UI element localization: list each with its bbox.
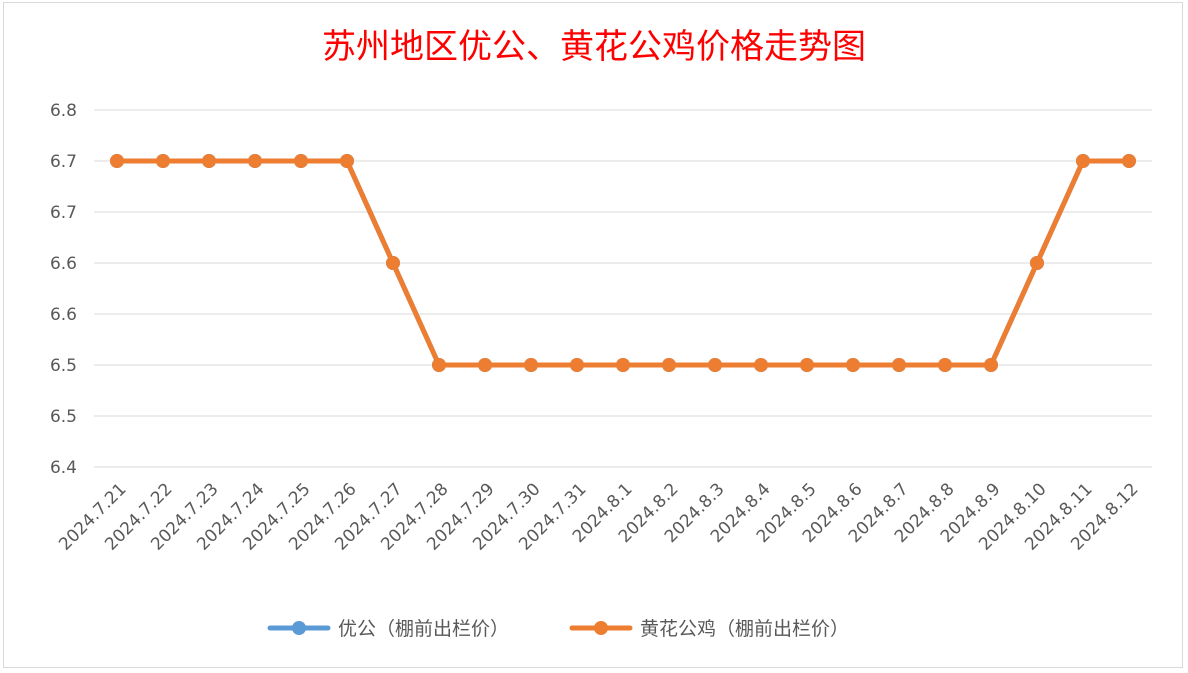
- y-tick-label: 6.6: [50, 305, 77, 325]
- data-point: [524, 358, 538, 372]
- data-point: [478, 358, 492, 372]
- data-point: [1122, 154, 1136, 168]
- data-point: [386, 256, 400, 270]
- data-point: [616, 358, 630, 372]
- data-point: [570, 358, 584, 372]
- data-point: [1076, 154, 1090, 168]
- data-point: [846, 358, 860, 372]
- series-2: [110, 154, 1136, 372]
- data-point: [984, 358, 998, 372]
- data-point: [938, 358, 952, 372]
- x-axis-ticks: 2024.7.212024.7.222024.7.232024.7.242024…: [55, 479, 1142, 554]
- chart-frame: [3, 2, 1183, 668]
- data-point: [294, 154, 308, 168]
- y-axis-ticks: 6.4 6.5 6.5 6.6 6.6 6.7 6.7 6.8: [50, 101, 77, 478]
- data-point: [754, 358, 768, 372]
- y-tick-label: 6.6: [50, 254, 77, 274]
- y-tick-label: 6.8: [50, 101, 77, 121]
- y-tick-label: 6.5: [50, 407, 77, 427]
- data-point: [708, 358, 722, 372]
- legend-label: 黄花公鸡（棚前出栏价）: [640, 618, 849, 640]
- y-tick-label: 6.7: [50, 152, 77, 172]
- chart-title: 苏州地区优公、黄花公鸡价格走势图: [322, 27, 866, 67]
- data-point: [340, 154, 354, 168]
- legend-item: 优公（棚前出栏价）: [267, 618, 509, 640]
- data-point: [800, 358, 814, 372]
- data-point: [662, 358, 676, 372]
- data-point: [202, 154, 216, 168]
- legend-item: 黄花公鸡（棚前出栏价）: [569, 618, 849, 640]
- data-point: [892, 358, 906, 372]
- legend-label: 优公（棚前出栏价）: [338, 618, 509, 640]
- gridlines: [94, 109, 1152, 468]
- legend-swatch-marker: [292, 621, 306, 635]
- y-tick-label: 6.7: [50, 203, 77, 223]
- data-point: [156, 154, 170, 168]
- legend-swatch-marker: [594, 621, 608, 635]
- y-tick-label: 6.4: [50, 458, 77, 478]
- data-point: [110, 154, 124, 168]
- data-point: [432, 358, 446, 372]
- series-layer: [110, 154, 1136, 372]
- data-point: [1030, 256, 1044, 270]
- legend: 优公（棚前出栏价） 黄花公鸡（棚前出栏价）: [267, 618, 849, 640]
- y-tick-label: 6.5: [50, 356, 77, 376]
- data-point: [248, 154, 262, 168]
